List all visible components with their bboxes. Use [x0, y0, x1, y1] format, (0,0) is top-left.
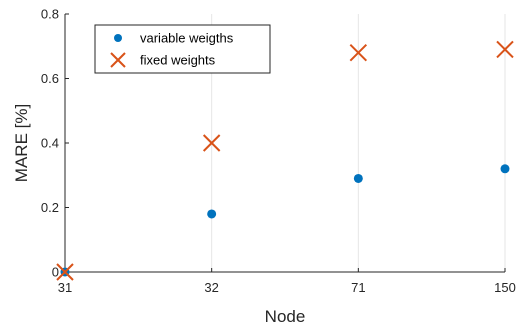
y-tick-label: 0.8 [41, 7, 59, 22]
legend-label-variable-weigths: variable weigths [140, 31, 234, 46]
y-ticks: 0 0.2 0.4 0.6 0.8 [41, 7, 69, 280]
point-variable-weigths [500, 164, 510, 174]
legend-marker-variable-weigths [114, 34, 122, 42]
x-tick-label: 150 [494, 280, 516, 295]
y-tick-label: 0.2 [41, 200, 59, 215]
legend-marker-fixed-weights [110, 52, 126, 68]
data-marks [56, 40, 514, 281]
y-tick-label: 0.6 [41, 71, 59, 86]
point-variable-weigths [353, 173, 363, 183]
legend: variable weigths fixed weights [94, 24, 271, 74]
y-axis-label: MARE [%] [12, 104, 31, 182]
point-fixed-weights [202, 134, 221, 152]
y-tick-label: 0.4 [41, 136, 59, 151]
point-fixed-weights [56, 263, 74, 281]
legend-label-fixed-weights: fixed weights [140, 53, 216, 68]
point-variable-weigths [207, 209, 217, 219]
x-axis-label: Node [265, 307, 306, 326]
x-tick-label: 31 [58, 280, 72, 295]
point-fixed-weights [349, 43, 368, 62]
x-ticks: 31 32 71 150 [58, 268, 516, 295]
y-tick-label: 0 [52, 265, 59, 280]
point-fixed-weights [496, 40, 514, 59]
x-tick-label: 71 [351, 280, 365, 295]
x-tick-label: 32 [204, 280, 218, 295]
